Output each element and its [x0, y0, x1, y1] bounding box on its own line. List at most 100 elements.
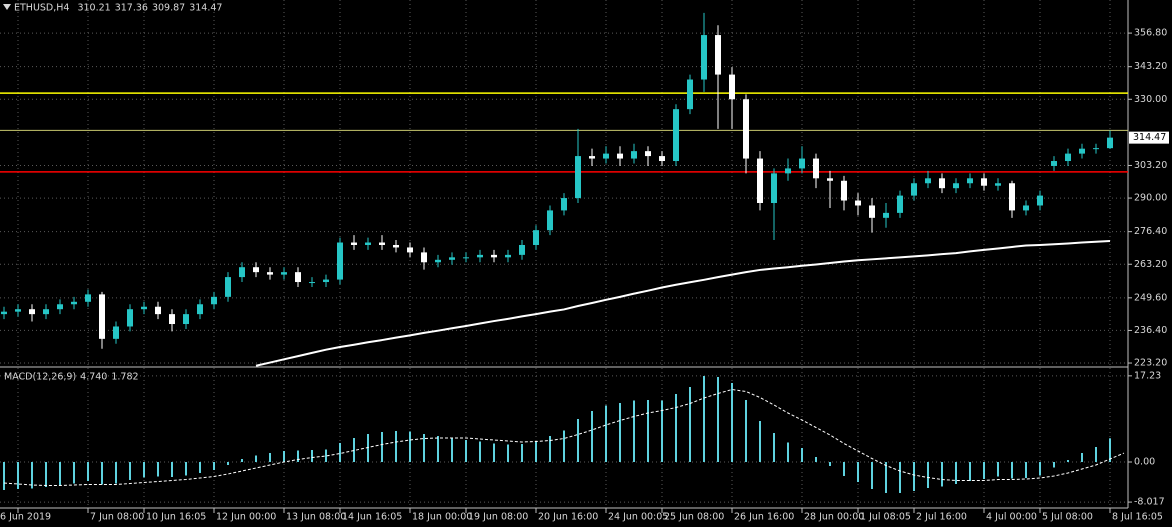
x-tick-label: 13 Jun 08:00	[286, 512, 346, 523]
candle-body	[29, 309, 35, 315]
y-tick-label: 236.40	[1134, 325, 1167, 336]
y-tick-label: 0.00	[1134, 457, 1155, 468]
candle-body	[183, 314, 189, 325]
candle-body	[743, 99, 749, 159]
candle-body	[197, 304, 203, 315]
candle-body	[1065, 153, 1071, 162]
x-tick-label: 26 Jun 16:00	[734, 512, 794, 523]
indicator-title: MACD(12,26,9)	[4, 372, 76, 383]
candle-body	[771, 173, 777, 204]
y-tick-label: 290.00	[1134, 193, 1167, 204]
candle-body	[323, 279, 329, 283]
x-tick-label: 12 Jun 00:00	[216, 512, 276, 523]
candle-body	[561, 198, 567, 211]
candle-body	[1009, 183, 1015, 211]
candle-body	[925, 178, 931, 184]
candle-body	[1, 311, 7, 315]
x-tick-label: 1 Jul 08:05	[860, 512, 911, 523]
candle-body	[785, 168, 791, 174]
candle-body	[883, 212, 889, 218]
indicator-value: 4.740	[80, 372, 107, 383]
candle-body	[911, 183, 917, 196]
candle-body	[505, 254, 511, 258]
header-price: 317.36	[115, 3, 148, 14]
candle-body	[141, 306, 147, 310]
price-label-box	[1129, 131, 1169, 144]
y-tick-label: 263.20	[1134, 259, 1167, 270]
candle-body	[449, 257, 455, 260]
x-tick-label: 6 Jun 2019	[0, 512, 51, 523]
candle-body	[729, 74, 735, 100]
symbol-menu-arrow[interactable]	[3, 4, 11, 10]
candle-body	[281, 272, 287, 275]
candle-body	[533, 230, 539, 245]
candle-body	[855, 200, 861, 206]
candle-body	[659, 156, 665, 162]
candle-body	[421, 252, 427, 263]
candle-body	[799, 158, 805, 169]
header-price: 309.87	[152, 3, 185, 14]
candle-body	[225, 277, 231, 297]
candle-body	[477, 254, 483, 258]
candle-body	[1051, 161, 1057, 166]
candle-body	[351, 242, 357, 245]
symbol-title: ETHUSD,H4	[14, 3, 69, 14]
y-tick-label: -8.017	[1134, 497, 1165, 508]
candle-body	[113, 326, 119, 339]
candle-body	[169, 314, 175, 325]
x-tick-label: 8 Jul 16:05	[1112, 512, 1163, 523]
candle-body	[57, 304, 63, 310]
x-tick-label: 10 Jun 16:05	[146, 512, 206, 523]
x-tick-label: 18 Jun 00:00	[412, 512, 472, 523]
candle-body	[813, 158, 819, 179]
candle-body	[589, 156, 595, 159]
y-tick-label: 343.20	[1134, 61, 1167, 72]
candle-body	[435, 259, 441, 263]
x-tick-label: 2 Jul 16:00	[916, 512, 967, 523]
candle-body	[309, 282, 315, 284]
candle-body	[15, 309, 21, 312]
candle-body	[267, 272, 273, 275]
x-tick-label: 7 Jun 08:00	[90, 512, 144, 523]
candle-body	[673, 109, 679, 162]
candle-body	[617, 153, 623, 159]
signal-line	[3, 388, 1125, 486]
marks-layer	[0, 12, 1128, 493]
candle-body	[967, 178, 973, 184]
candle-body	[1107, 137, 1113, 149]
y-tick-label: 303.20	[1134, 160, 1167, 171]
candle-body	[757, 158, 763, 204]
x-tick-label: 25 Jun 08:00	[664, 512, 724, 523]
y-tick-label: 276.40	[1134, 226, 1167, 237]
candle-body	[393, 244, 399, 248]
candle-body	[547, 210, 553, 231]
y-tick-label: 17.23	[1134, 370, 1161, 381]
candle-body	[981, 178, 987, 186]
candle-body	[463, 257, 469, 259]
y-tick-label: 249.60	[1134, 292, 1167, 303]
candle-body	[715, 35, 721, 75]
header-price: 310.21	[77, 3, 110, 14]
candle-body	[575, 156, 581, 199]
candle-body	[71, 301, 77, 305]
labels-layer: 356.80 343.20 330.00 303.20 290.00 276.40 263.…	[0, 3, 1169, 523]
candle-body	[995, 183, 1001, 186]
candle-body	[239, 267, 245, 278]
candle-body	[127, 309, 133, 327]
x-tick-label: 5 Jul 08:00	[1042, 512, 1093, 523]
candle-body	[43, 309, 49, 315]
x-tick-label: 28 Jun 00:00	[804, 512, 864, 523]
y-tick-label: 330.00	[1134, 94, 1167, 105]
candle-body	[491, 254, 497, 258]
moving-average	[255, 240, 1111, 367]
candle-body	[645, 151, 651, 157]
price-label: 314.47	[1133, 132, 1166, 143]
candle-body	[897, 195, 903, 213]
candle-body	[519, 244, 525, 255]
candle-body	[1093, 148, 1099, 150]
header-price: 314.47	[189, 3, 222, 14]
x-tick-label: 19 Jun 08:00	[468, 512, 528, 523]
grid-layer	[0, 0, 1128, 507]
candle-body	[253, 267, 259, 273]
